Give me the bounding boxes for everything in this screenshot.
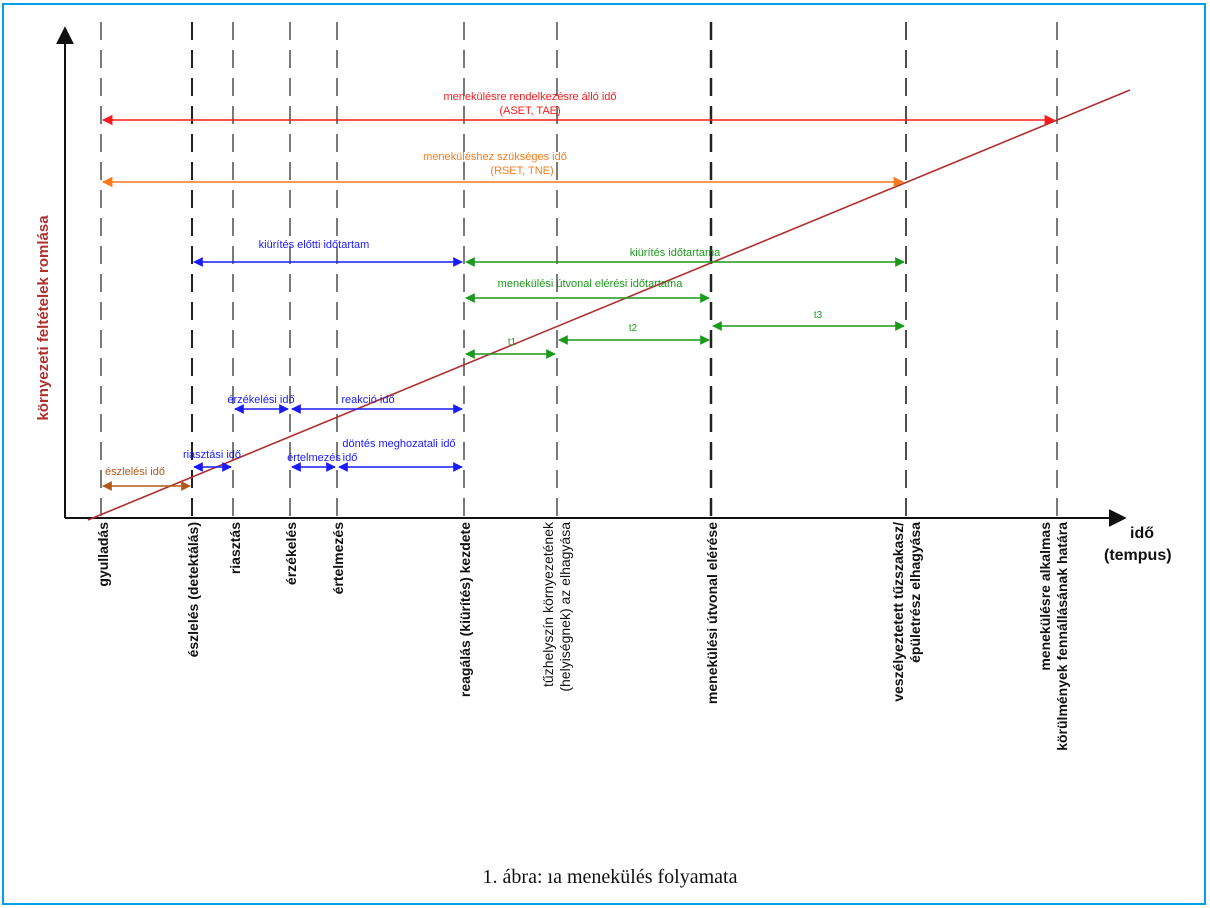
alarm-label: riasztási idő [183,449,241,461]
decision-label: döntés meghozatali idő [342,438,455,450]
route-reach-label: menekülési útvonal elérési időtartama [498,278,684,290]
aset-label: menekülésre rendelkezésre álló idő [443,91,616,103]
x-axis-unit: (tempus) [1104,547,1172,564]
event-label-hatar-2: körülmények fennállásának határa [1054,522,1070,751]
x-axis-label: idő [1130,525,1154,542]
evac-label: kiürítés időtartama [630,247,721,259]
event-label-eszleles: észlelés (detektálás) [185,522,201,657]
figure-border [2,3,1206,905]
aset-abbr: (ASET, TAE) [499,105,560,117]
event-label-veszely-1: veszélyeztetett tűzszakasz/ [890,522,906,702]
event-label-reagalas: reagálás (kiürítés) kezdete [457,522,473,697]
event-labels: gyulladás észlelés (detektálás) riasztás… [95,521,1070,751]
interp-label-a: értelmezés [287,452,341,464]
t3-label: t3 [814,310,823,321]
figure-caption: 1. ábra: ıa menekülés folyamata [483,866,738,888]
degradation-slope [87,89,1131,521]
y-axis-label: környezeti feltételek romlása [35,215,52,421]
event-label-hatar-1: menekülésre alkalmas [1037,522,1053,671]
event-label-erzekeles: érzékelés [283,522,299,585]
event-label-riasztas: riasztás [227,522,243,574]
event-label-veszely-2: épületrész elhagyása [907,522,923,663]
event-label-ertelmezes: értelmezés [330,522,346,595]
pre-evac-label: kiürítés előtti időtartam [259,239,370,251]
t2-label: t2 [629,323,638,334]
event-label-gyulladas: gyulladás [95,522,111,587]
rset-label: meneküléshez szükséges idő [423,151,567,163]
reaction-label: reakció idő [341,394,394,406]
sensing-label: érzékelési idő [227,394,294,406]
event-label-tuzhely-2: (helyiségnek) az elhagyása [557,522,573,692]
rset-abbr: (RSET, TNE) [490,165,553,177]
event-label-tuzhely-1: tűzhelyszín környezetének [540,521,556,687]
event-label-menekulesi: menekülési útvonal elérése [704,522,720,704]
detection-label: észlelési idő [105,466,165,478]
t1-label: t1 [508,337,517,348]
interp-label-b: idő [343,452,358,464]
